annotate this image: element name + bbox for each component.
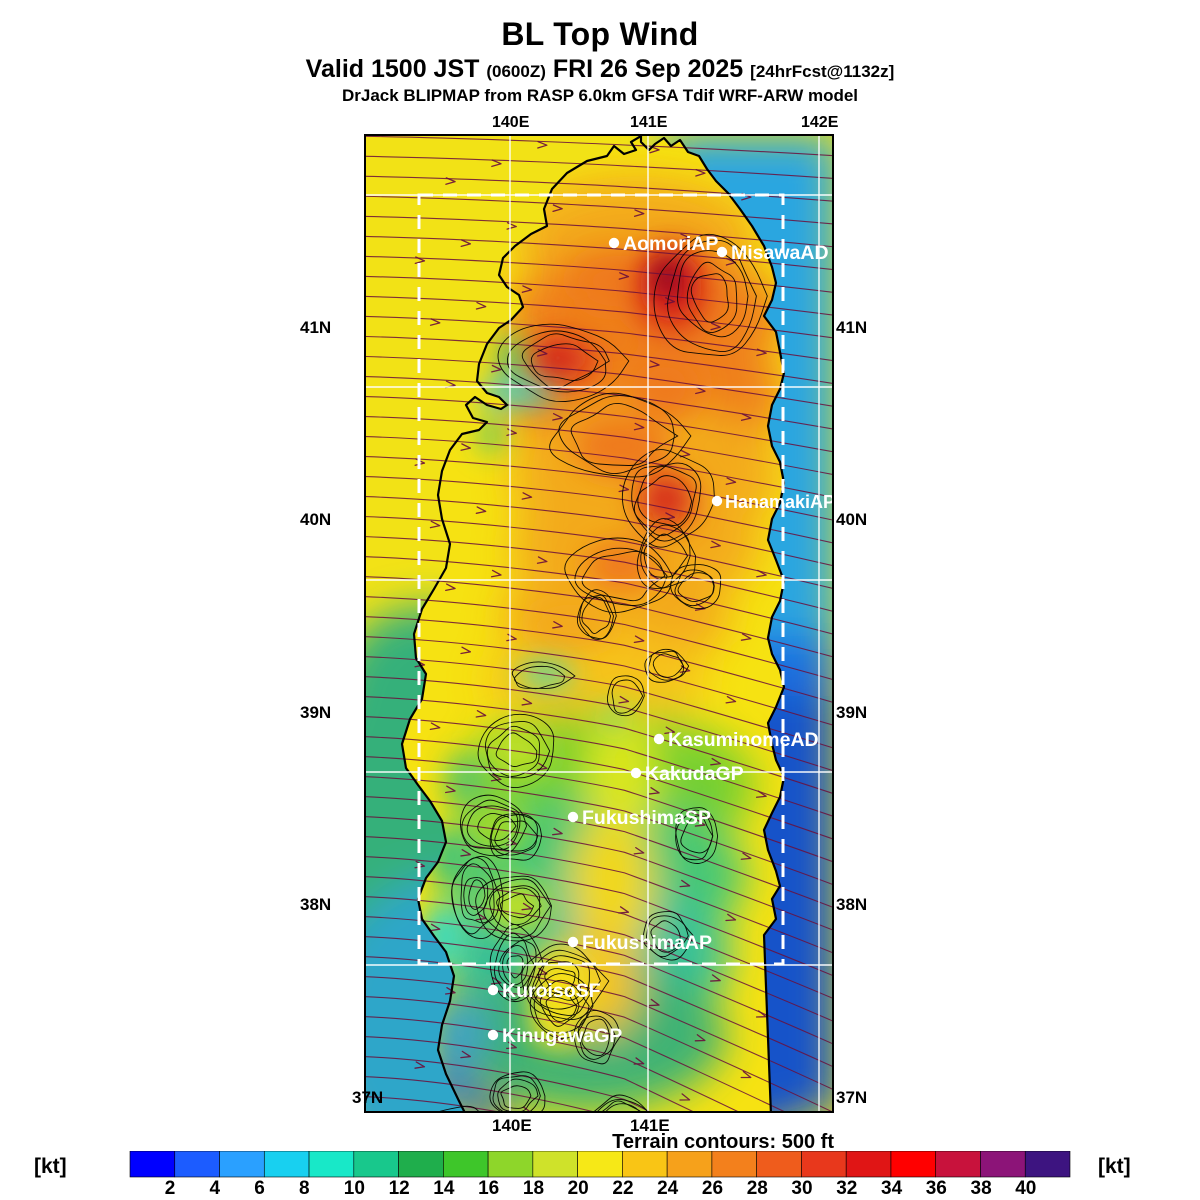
svg-text:FukushimaAP: FukushimaAP xyxy=(582,932,712,954)
svg-text:KakudaGP: KakudaGP xyxy=(645,763,744,785)
svg-text:KinugawaGP: KinugawaGP xyxy=(502,1025,622,1047)
svg-text:MisawaAD: MisawaAD xyxy=(731,242,829,264)
svg-text:KasuminomeAD: KasuminomeAD xyxy=(668,729,819,751)
svg-text:KuroisoSF: KuroisoSF xyxy=(502,980,601,1002)
svg-text:FukushimaSP: FukushimaSP xyxy=(582,807,711,829)
svg-text:HanamakiAP: HanamakiAP xyxy=(725,492,834,512)
svg-text:AomoriAP: AomoriAP xyxy=(623,233,718,255)
